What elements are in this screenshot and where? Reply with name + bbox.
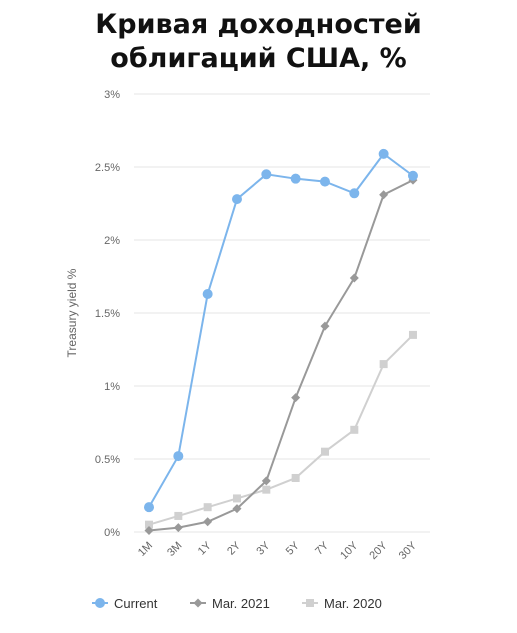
data-point-mar-2021[interactable] xyxy=(232,504,242,514)
data-point-current[interactable] xyxy=(378,148,389,159)
x-axis-ticks: 1M 3M 1Y 2Y 3Y 5Y 7Y 10Y 20Y 30Y xyxy=(136,539,420,562)
data-point-mar-2021[interactable] xyxy=(144,526,154,536)
data-point-current[interactable] xyxy=(173,451,184,462)
legend[interactable]: Current Mar. 2021 Mar. 2020 xyxy=(92,596,382,611)
legend-label: Mar. 2021 xyxy=(212,596,270,611)
data-point-mar-2020[interactable] xyxy=(379,360,388,369)
data-point-mar-2021[interactable] xyxy=(173,523,183,533)
data-point-current[interactable] xyxy=(144,502,154,513)
data-point-current[interactable] xyxy=(290,173,301,184)
legend-item-mar-2020[interactable]: Mar. 2020 xyxy=(302,596,382,611)
data-point-mar-2021[interactable] xyxy=(291,393,301,403)
data-point-mar-2020[interactable] xyxy=(350,425,359,434)
legend-label: Mar. 2020 xyxy=(324,596,382,611)
series-line-mar-2020 xyxy=(148,334,414,526)
legend-marker[interactable] xyxy=(95,598,105,608)
series-mar-2021 xyxy=(144,175,418,536)
x-tick-label: 3Y xyxy=(254,539,272,557)
data-point-mar-2021[interactable] xyxy=(261,476,271,486)
chart-title: Кривая доходностей облигаций США, % xyxy=(0,8,517,76)
data-point-mar-2020[interactable] xyxy=(232,494,241,503)
x-tick-label: 10Y xyxy=(338,539,361,562)
data-point-current[interactable] xyxy=(231,194,242,205)
x-tick-label: 1Y xyxy=(196,539,214,557)
data-point-current[interactable] xyxy=(407,170,418,181)
legend-marker[interactable] xyxy=(193,598,203,608)
legend-item-current[interactable]: Current xyxy=(92,596,158,611)
data-point-mar-2020[interactable] xyxy=(145,520,153,529)
legend-item-mar-2021[interactable]: Mar. 2021 xyxy=(190,596,270,611)
x-tick-label: 3M xyxy=(165,540,184,559)
y-tick-label: 0% xyxy=(104,527,120,539)
chart-title-line-1: Кривая доходностей xyxy=(95,9,422,40)
y-tick-label: 1.5% xyxy=(95,308,120,320)
x-tick-label: 1M xyxy=(136,540,155,559)
x-tick-label: 5Y xyxy=(284,539,302,557)
x-tick-label: 7Y xyxy=(313,539,331,557)
series-line-current xyxy=(148,152,414,508)
y-tick-label: 2% xyxy=(104,235,120,247)
y-tick-label: 0.5% xyxy=(95,454,120,466)
data-point-mar-2020[interactable] xyxy=(320,447,329,456)
data-point-mar-2021[interactable] xyxy=(320,321,330,331)
y-tick-label: 3% xyxy=(104,89,120,101)
data-point-current[interactable] xyxy=(349,188,360,199)
data-point-mar-2020[interactable] xyxy=(408,330,417,339)
data-point-mar-2021[interactable] xyxy=(379,190,389,200)
x-tick-label: 2Y xyxy=(225,539,243,557)
series-mar-2020 xyxy=(145,330,417,529)
data-point-mar-2020[interactable] xyxy=(203,503,212,512)
data-point-mar-2020[interactable] xyxy=(291,473,300,482)
y-tick-label: 1% xyxy=(104,381,120,393)
data-point-mar-2020[interactable] xyxy=(174,511,183,520)
data-point-current[interactable] xyxy=(202,289,213,300)
legend-label: Current xyxy=(114,596,158,611)
x-tick-label: 20Y xyxy=(367,539,390,562)
chart-title-line-2: облигаций США, % xyxy=(110,43,407,74)
data-point-mar-2021[interactable] xyxy=(203,517,213,527)
grid-lines xyxy=(134,93,430,533)
data-point-current[interactable] xyxy=(319,176,330,187)
series-line-mar-2021 xyxy=(148,179,414,532)
y-tick-label: 2.5% xyxy=(95,162,120,174)
series-group xyxy=(144,148,418,536)
data-point-mar-2021[interactable] xyxy=(349,273,359,283)
data-point-mar-2020[interactable] xyxy=(262,485,271,494)
y-axis-label: Treasury yield % xyxy=(65,268,79,357)
series-current xyxy=(144,148,418,513)
data-point-current[interactable] xyxy=(261,169,272,180)
x-tick-label: 30Y xyxy=(397,539,420,562)
legend-marker[interactable] xyxy=(306,599,314,607)
y-axis-ticks: 0% 0.5% 1% 1.5% 2% 2.5% 3% xyxy=(95,89,120,539)
